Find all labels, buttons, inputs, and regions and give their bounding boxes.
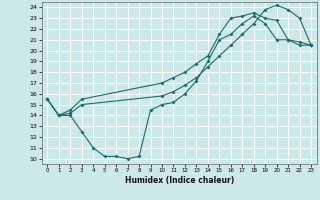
X-axis label: Humidex (Indice chaleur): Humidex (Indice chaleur) bbox=[124, 176, 234, 185]
